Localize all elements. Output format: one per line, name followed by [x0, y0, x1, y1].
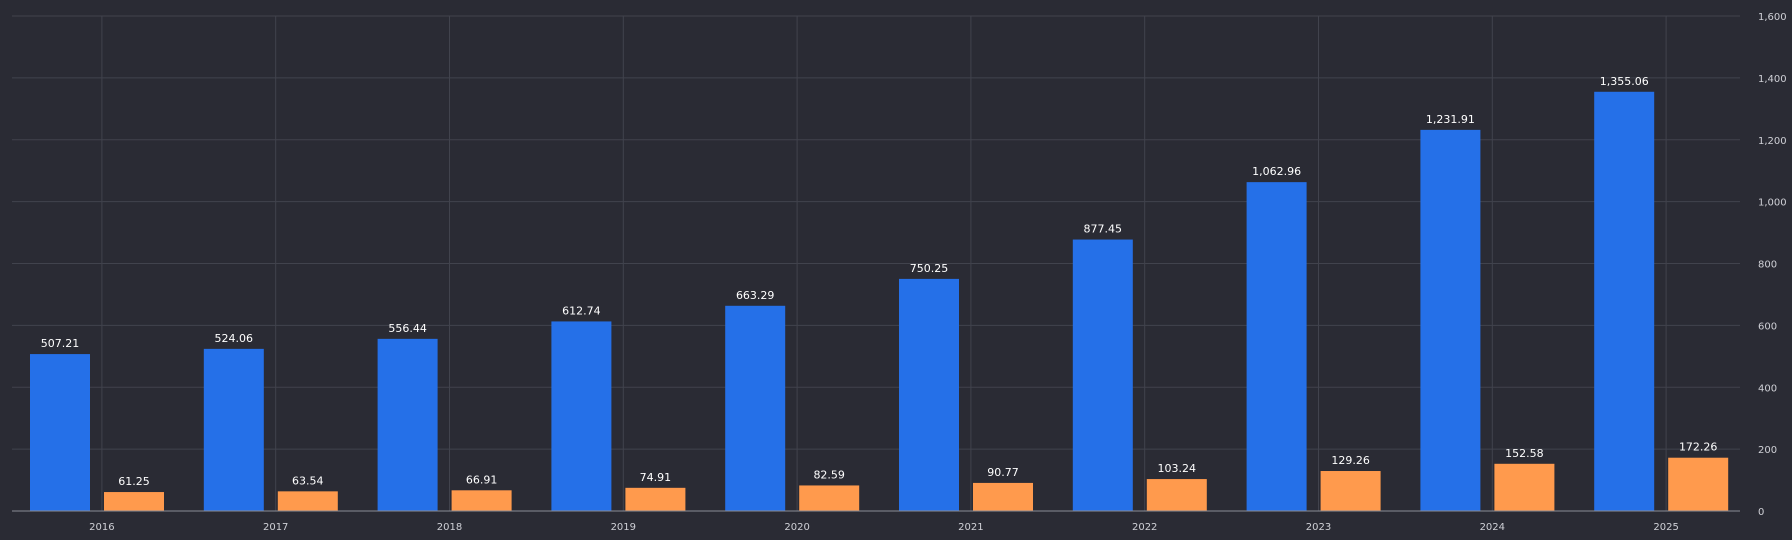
bar-value-label: 556.44 [388, 322, 427, 335]
bar-value-label: 663.29 [736, 289, 775, 302]
bar-series-2 [1146, 479, 1207, 511]
x-tick-label: 2023 [1306, 522, 1331, 533]
bar-value-label: 129.26 [1331, 454, 1370, 467]
bar-value-label: 524.06 [215, 332, 254, 345]
bar-value-label: 612.74 [562, 304, 601, 317]
bar-value-label: 1,231.91 [1426, 113, 1475, 126]
bar-series-2 [104, 492, 164, 511]
x-tick-label: 2017 [263, 522, 288, 533]
bar-series-1 [1072, 239, 1133, 511]
bar-series-1 [725, 305, 786, 511]
bar-value-label: 63.54 [292, 474, 324, 487]
y-tick-label: 400 [1758, 383, 1777, 394]
y-tick-label: 1,000 [1758, 198, 1787, 209]
bar-series-1 [203, 348, 264, 511]
bar-series-2 [625, 487, 686, 511]
bar-series-2 [1668, 457, 1729, 511]
bar-series-1 [1594, 91, 1655, 511]
bar-series-2 [799, 485, 860, 511]
x-tick-label: 2020 [784, 522, 809, 533]
x-tick-label: 2024 [1480, 522, 1505, 533]
axis-layer: 0 200 400 600 800 1,000 1,200 1,400 1,600 2016 201… [12, 12, 1787, 533]
y-tick-label: 600 [1758, 321, 1777, 332]
bar-value-label: 172.26 [1679, 441, 1718, 454]
x-tick-label: 2016 [89, 522, 114, 533]
bar-series-1 [1420, 129, 1481, 511]
x-tick-label: 2025 [1653, 522, 1678, 533]
bar-value-label: 90.77 [987, 466, 1019, 479]
bar-value-label: 74.91 [640, 471, 672, 484]
bar-value-label: 507.21 [41, 337, 80, 350]
bar-value-label: 82.59 [813, 468, 845, 481]
bar-series-1 [377, 338, 438, 511]
y-tick-label: 0 [1758, 507, 1764, 518]
bar-value-label: 66.91 [466, 473, 498, 486]
bar-series-2 [277, 491, 338, 511]
bar-value-label: 750.25 [910, 262, 949, 275]
y-tick-label: 1,200 [1758, 136, 1787, 147]
bar-value-label: 103.24 [1158, 462, 1197, 475]
x-tick-label: 2022 [1132, 522, 1157, 533]
y-tick-label: 800 [1758, 260, 1777, 271]
x-tick-label: 2018 [437, 522, 462, 533]
bar-series-1 [551, 321, 612, 511]
bar-value-label: 1,355.06 [1600, 75, 1649, 88]
data-labels-layer: 507.21 524.06 556.44 612.74 663.29 750.25 877.… [41, 75, 1718, 488]
x-tick-label: 2019 [611, 522, 636, 533]
bar-value-label: 152.58 [1505, 447, 1544, 460]
bar-series-1 [899, 278, 959, 511]
y-tick-label: 200 [1758, 445, 1777, 456]
bar-value-label: 1,062.96 [1252, 165, 1301, 178]
bar-series-2 [1494, 463, 1555, 511]
grid-layer [12, 15, 1740, 511]
x-tick-label: 2021 [958, 522, 983, 533]
y-tick-label: 1,600 [1758, 12, 1787, 23]
bar-series-2 [973, 482, 1033, 511]
bars-layer [30, 91, 1729, 512]
bar-series-2 [451, 490, 512, 511]
bar-value-label: 877.45 [1084, 223, 1123, 236]
bar-series-1 [1246, 182, 1307, 512]
y-tick-label: 1,400 [1758, 74, 1787, 85]
bar-series-2 [1320, 471, 1381, 511]
bar-value-label: 61.25 [118, 475, 150, 488]
bar-series-1 [30, 354, 90, 511]
